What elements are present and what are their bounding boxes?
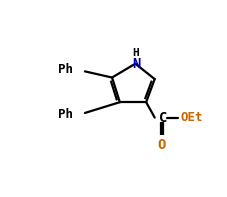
Text: Ph: Ph [58, 108, 73, 121]
Text: H: H [133, 47, 139, 58]
Text: OEt: OEt [180, 111, 203, 124]
Text: O: O [158, 138, 166, 152]
Text: C: C [159, 111, 167, 125]
Text: N: N [132, 58, 140, 72]
Text: Ph: Ph [58, 63, 73, 76]
